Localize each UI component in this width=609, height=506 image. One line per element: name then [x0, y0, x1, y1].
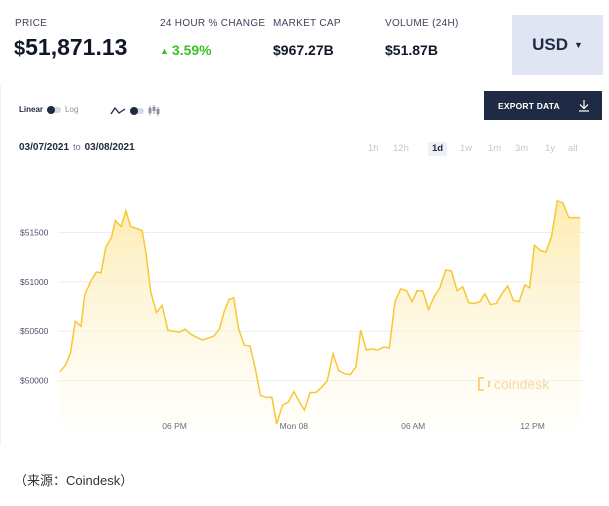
date-from[interactable]: 03/07/2021 [19, 142, 70, 153]
caret-down-icon: ▼ [573, 40, 583, 50]
y-tick-label: $50000 [20, 376, 49, 386]
y-tick-label: $51000 [20, 277, 49, 287]
price-currency-symbol: $ [14, 38, 26, 60]
time-range-selector: 1h 12h 1d 1w 1m 3m 1y all [360, 142, 585, 157]
linear-label: Linear [19, 105, 44, 114]
scale-toggle-knob [47, 105, 56, 114]
range-12h[interactable]: 12h [393, 143, 409, 154]
line-chart-icon [110, 106, 126, 114]
range-1m[interactable]: 1m [488, 143, 502, 154]
y-tick-label: $50500 [20, 326, 49, 336]
range-3m[interactable]: 3m [515, 143, 529, 154]
y-tick-label: $51500 [20, 227, 49, 237]
market-cap-value: $967.27B [273, 42, 334, 58]
export-data-label: EXPORT DATA [498, 100, 560, 111]
change-value: ▲ 3.59% [160, 42, 212, 58]
arrow-up-icon: ▲ [160, 46, 169, 56]
candlestick-icon [148, 105, 160, 116]
log-label: Log [65, 105, 79, 114]
range-1d[interactable]: 1d [428, 142, 448, 156]
watermark-text: coindesk [494, 376, 550, 392]
price-line [59, 199, 581, 425]
change-label: 24 HOUR % CHANGE [160, 18, 266, 29]
chart-type-toggle[interactable] [110, 105, 160, 116]
download-icon [579, 100, 589, 112]
chart-type-toggle-switch[interactable] [130, 106, 144, 115]
date-range: 03/07/2021 to 03/08/2021 [19, 142, 135, 153]
price-area [60, 200, 581, 430]
export-data-button[interactable]: EXPORT DATA [484, 91, 602, 120]
volume-value: $51.87B [385, 42, 438, 58]
change-amount: 3.59% [171, 42, 212, 58]
currency-selector-value: USD [532, 35, 568, 54]
range-1h[interactable]: 1h [368, 143, 379, 154]
currency-selector[interactable]: USD ▼ [512, 15, 603, 75]
range-1w[interactable]: 1w [460, 143, 473, 154]
price-value: $51,871.13 [14, 34, 127, 61]
volume-label: VOLUME (24H) [385, 18, 459, 29]
range-1y[interactable]: 1y [545, 143, 556, 154]
scale-toggle-switch[interactable] [47, 105, 62, 114]
market-stats: PRICE $51,871.13 24 HOUR % CHANGE ▲ 3.59%… [0, 0, 609, 80]
scale-toggle[interactable]: Linear Log [19, 105, 78, 114]
date-to-word: to [73, 142, 81, 152]
range-all[interactable]: all [568, 143, 578, 154]
source-caption: （来源：Coindesk） [14, 473, 134, 488]
date-to[interactable]: 03/08/2021 [84, 142, 135, 153]
chart-type-toggle-knob [130, 106, 138, 115]
coindesk-watermark: coindesk [478, 376, 550, 392]
price-amount: 51,871.13 [25, 34, 128, 60]
price-label: PRICE [15, 18, 48, 29]
market-cap-label: MARKET CAP [273, 18, 341, 29]
